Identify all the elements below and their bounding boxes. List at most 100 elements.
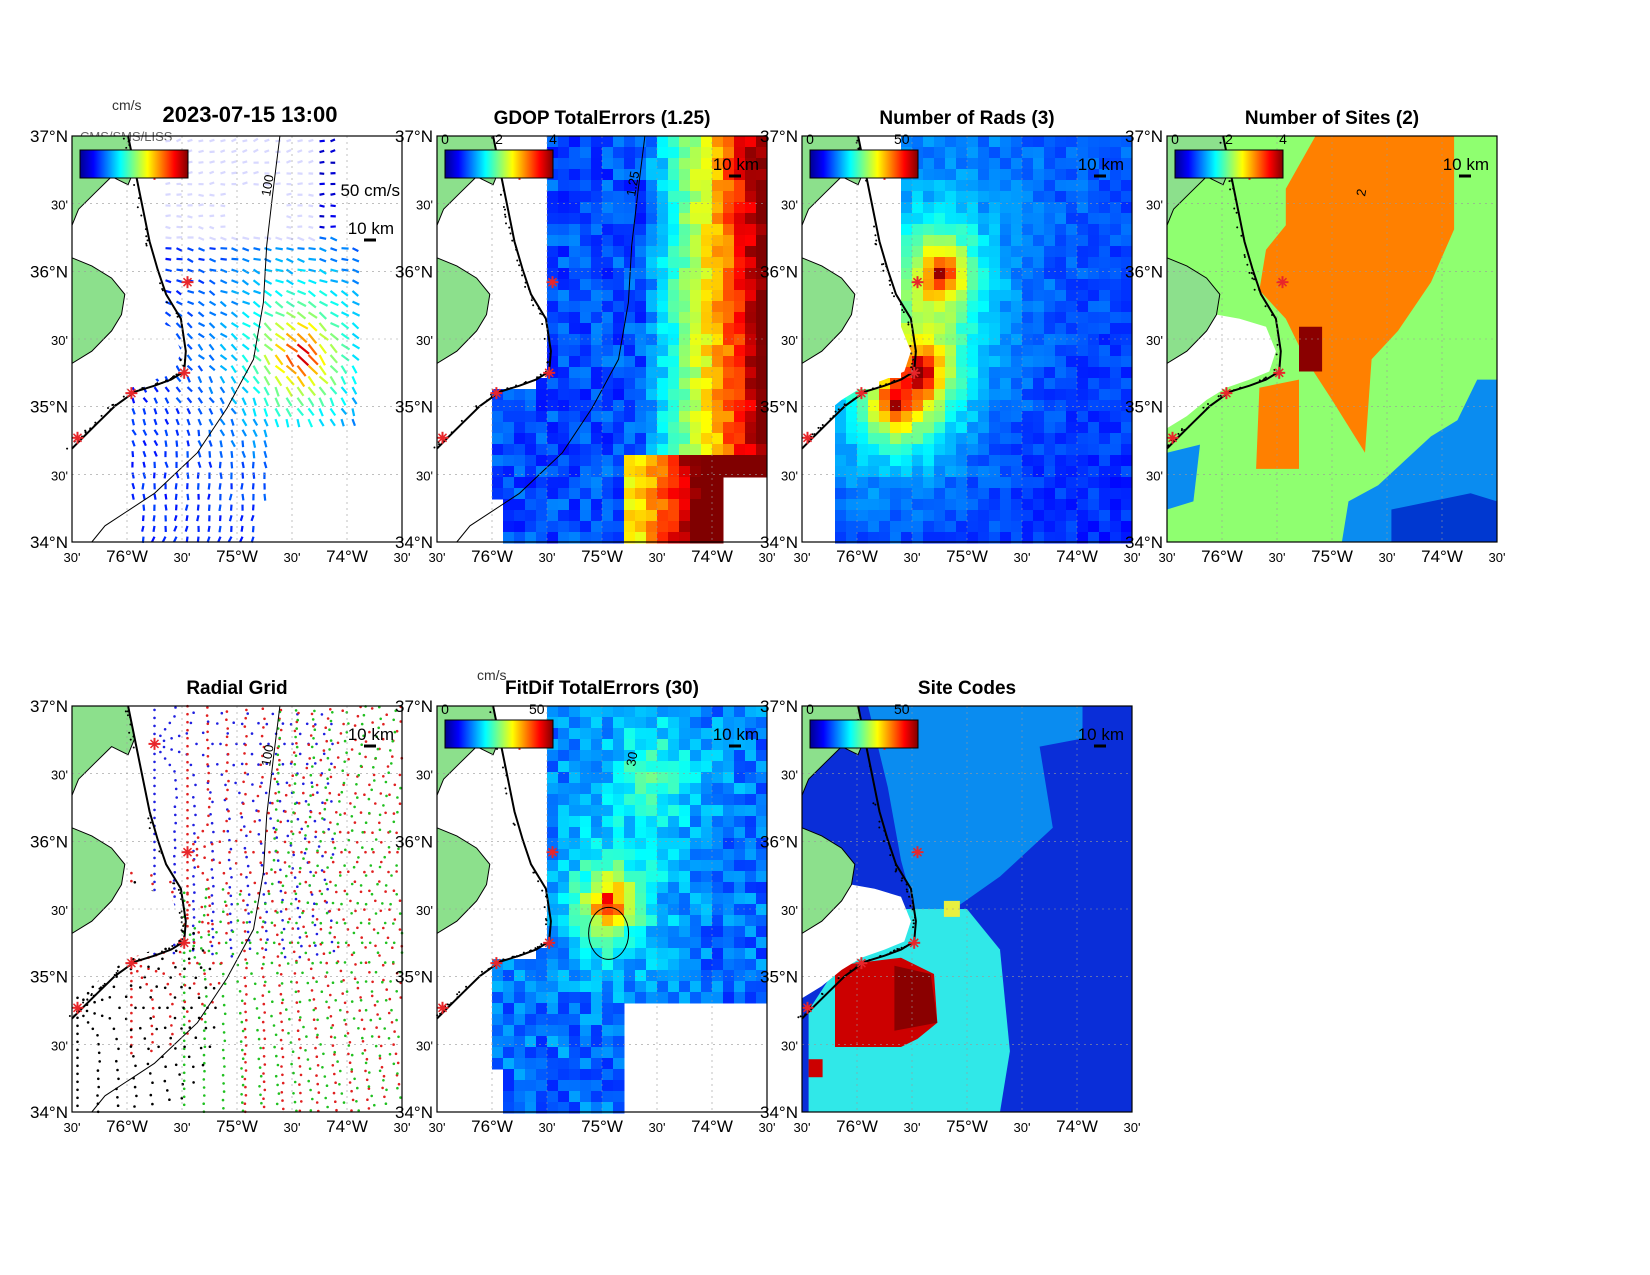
radial-grid-dot — [244, 984, 247, 988]
data-cell — [668, 290, 680, 302]
data-cell — [646, 378, 658, 390]
data-cell — [745, 871, 757, 883]
data-cell — [613, 1025, 625, 1037]
data-cell — [756, 992, 768, 1004]
radial-grid-dot — [279, 910, 283, 913]
data-cell — [745, 345, 757, 357]
data-cell — [1000, 301, 1012, 313]
data-cell — [591, 279, 603, 291]
radial-grid-dot — [324, 726, 328, 729]
radial-grid-dot — [168, 721, 172, 725]
data-cell — [1033, 268, 1045, 280]
data-cell — [591, 312, 603, 324]
data-cell — [978, 356, 990, 368]
coast-detail — [99, 986, 102, 989]
radial-grid-dot — [321, 1066, 324, 1069]
radial-grid-dot — [129, 984, 133, 987]
data-cell — [525, 970, 537, 982]
data-cell — [602, 849, 614, 861]
data-cell — [945, 345, 957, 357]
lat-tick-label: 37°N — [1125, 127, 1163, 146]
data-cell — [646, 761, 658, 773]
data-cell — [1099, 499, 1111, 511]
data-cell — [569, 191, 581, 203]
data-cell — [1000, 136, 1012, 148]
sound-water — [437, 314, 546, 429]
coast-detail — [102, 984, 105, 987]
data-cell — [978, 345, 990, 357]
data-cell — [668, 739, 680, 751]
data-cell — [912, 323, 924, 335]
velocity-arrow — [285, 300, 295, 308]
data-cell — [912, 532, 924, 544]
radial-grid-dot — [130, 971, 133, 975]
data-cell — [569, 356, 581, 368]
radial-grid-dot — [253, 997, 256, 1001]
data-cell — [635, 455, 647, 467]
radial-grid-dot — [318, 889, 322, 893]
data-cell — [580, 191, 592, 203]
coast-detail — [907, 323, 910, 326]
velocity-arrow — [263, 300, 272, 309]
radial-grid-dot — [395, 831, 398, 835]
radial-grid-dot — [173, 846, 177, 850]
radial-grid-dot — [271, 772, 275, 776]
radial-grid-dot — [307, 803, 311, 806]
data-cell — [1088, 235, 1100, 247]
coast-detail — [1271, 314, 1274, 317]
data-cell — [756, 981, 768, 993]
lat-tick-label: 30' — [51, 903, 68, 918]
radial-grid-dot — [292, 1092, 295, 1095]
coast-detail — [113, 973, 116, 976]
radial-grid-dot — [368, 811, 371, 815]
data-cell — [657, 783, 669, 795]
data-cell — [890, 466, 902, 478]
data-cell — [745, 169, 757, 181]
radial-grid-dot — [393, 918, 397, 921]
velocity-arrow — [319, 225, 325, 229]
radial-grid-dot — [205, 887, 208, 891]
velocity-arrow — [241, 311, 250, 319]
radial-grid-dot — [248, 947, 252, 950]
radial-grid-dot — [261, 925, 264, 929]
data-cell — [934, 345, 946, 357]
radial-grid-dot — [211, 902, 214, 905]
data-cell — [712, 827, 724, 839]
radial-grid-dot — [339, 1008, 342, 1012]
data-cell — [624, 794, 636, 806]
data-cell — [967, 477, 979, 489]
radial-grid-dot — [200, 936, 203, 939]
data-cell — [701, 389, 713, 401]
coast-detail — [1264, 378, 1267, 381]
velocity-arrow — [252, 375, 260, 385]
radial-grid-dot — [206, 878, 209, 881]
data-cell — [668, 466, 680, 478]
velocity-arrow — [263, 418, 269, 427]
data-cell — [934, 180, 946, 192]
radial-grid-dot — [273, 830, 277, 834]
data-cell — [1066, 444, 1078, 456]
data-cell — [745, 805, 757, 817]
data-cell — [1022, 279, 1034, 291]
data-cell — [712, 323, 724, 335]
data-cell — [646, 433, 658, 445]
data-cell — [912, 444, 924, 456]
data-cell — [613, 334, 625, 346]
radial-grid-dot — [262, 920, 265, 923]
radial-grid-dot — [216, 722, 219, 725]
data-cell — [558, 411, 570, 423]
velocity-arrow — [296, 343, 310, 355]
velocity-arrow — [219, 300, 227, 308]
data-cell — [701, 180, 713, 192]
data-cell — [569, 717, 581, 729]
radial-grid-dot — [360, 743, 364, 746]
data-cell — [701, 411, 713, 423]
data-cell — [901, 279, 913, 291]
colorbar-tick: 2 — [1225, 131, 1233, 147]
radial-grid-dot — [192, 859, 195, 862]
data-cell — [569, 761, 581, 773]
data-cell — [1011, 224, 1023, 236]
velocity-arrow — [219, 450, 223, 458]
data-cell — [558, 235, 570, 247]
velocity-arrow — [330, 138, 336, 143]
